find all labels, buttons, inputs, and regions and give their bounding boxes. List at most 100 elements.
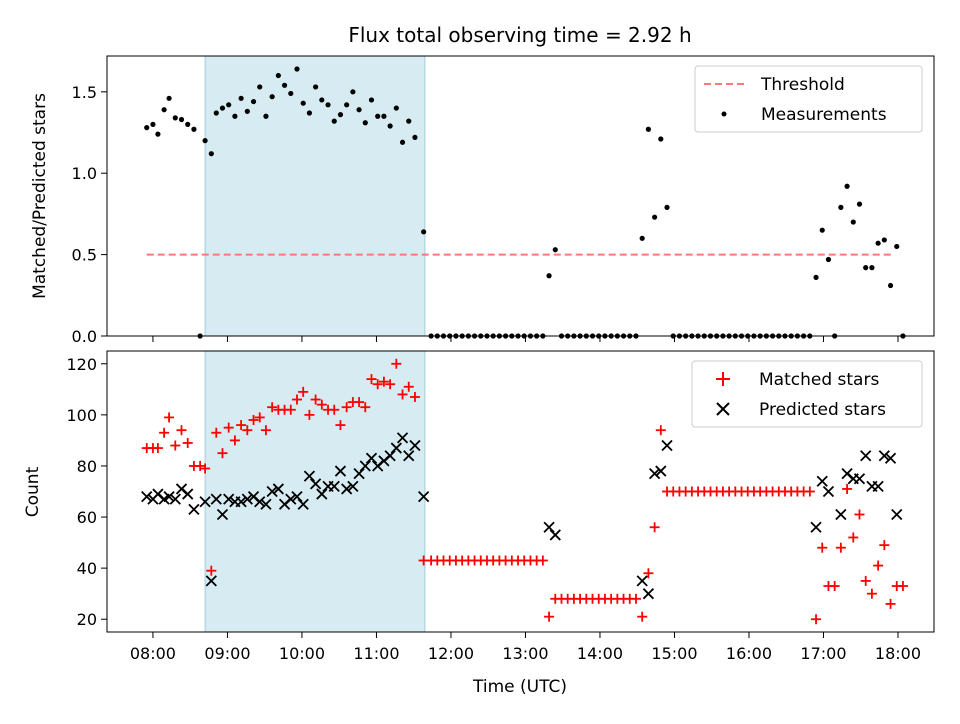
predicted-star-point <box>835 508 847 521</box>
measurement-point <box>232 113 238 119</box>
predicted-star-point <box>291 490 303 503</box>
predicted-star-point <box>272 483 284 495</box>
bottom-x-axis: 08:00 09:00 10:00 11:00 12:00 13:00 14:00 15:00… <box>130 632 921 663</box>
matched-star-point <box>267 402 278 413</box>
matched-star-point <box>366 374 377 385</box>
predicted-star-point <box>216 508 229 521</box>
top-y-axis-label: Matched/Predicted stars <box>30 93 50 299</box>
measurement-point <box>393 105 399 111</box>
measurement-point <box>306 110 313 116</box>
top-panel: 0.0 0.5 1.0 1.5 Matched/Predicted stars Thr… <box>30 55 935 346</box>
measurement-point <box>244 108 250 114</box>
measurement-point <box>368 97 375 103</box>
y-tick-label: 40 <box>77 559 97 578</box>
measurement-point <box>226 102 232 108</box>
measurement-point <box>263 113 269 119</box>
y-tick-label: 1.5 <box>72 83 97 102</box>
predicted-star-point <box>860 450 872 462</box>
measurement-point <box>869 265 875 271</box>
predicted-star-point <box>347 480 359 493</box>
matched-star-point <box>316 399 327 410</box>
measurement-point <box>150 121 156 127</box>
predicted-star-point <box>642 588 655 600</box>
y-tick-label: 60 <box>77 508 97 527</box>
measurement-point <box>178 116 185 123</box>
matched-star-point <box>885 598 896 609</box>
matched-star-point <box>242 425 253 436</box>
predicted-star-point <box>163 490 175 503</box>
matched-star-point <box>304 409 315 420</box>
measurement-point <box>406 118 412 124</box>
matched-star-point <box>329 404 340 415</box>
predicted-star-point <box>648 467 661 480</box>
matched-star-point <box>182 437 193 448</box>
matched-star-point <box>248 414 259 425</box>
x-tick-label: 18:00 <box>875 644 921 663</box>
matched-star-point <box>335 420 346 431</box>
measurement-point <box>421 229 427 235</box>
matched-star-point <box>854 509 865 520</box>
predicted-star-point <box>316 488 328 500</box>
matched-star-point <box>223 422 234 433</box>
matched-star-point <box>637 611 648 622</box>
bottom-panel: 20 40 60 80 100 120 08:00 09:00 10:00 11:00 12:00… <box>23 350 935 697</box>
predicted-star-point <box>403 450 415 462</box>
measurement-point <box>191 126 197 132</box>
measurement-point <box>350 89 356 95</box>
predicted-star-point <box>822 485 835 498</box>
matched-star-point <box>817 542 828 553</box>
predicted-star-point <box>661 439 673 452</box>
predicted-star-point <box>210 493 222 505</box>
matched-star-point <box>391 358 402 369</box>
legend-matched-label: Matched stars <box>759 370 879 390</box>
matched-star-point <box>341 402 352 413</box>
measurement-point <box>294 66 300 72</box>
y-tick-label: 80 <box>77 457 97 476</box>
matched-star-point <box>176 425 187 436</box>
legend-threshold-label: Threshold <box>760 75 845 95</box>
measurement-point <box>362 120 368 126</box>
predicted-star-point <box>182 488 194 500</box>
measurement-point <box>356 107 362 113</box>
bottom-plot-marks <box>141 358 908 625</box>
predicted-star-point <box>223 493 235 505</box>
matched-star-point <box>409 391 420 402</box>
measurement-point <box>281 82 288 88</box>
measurement-point <box>144 125 150 131</box>
measurement-point <box>275 72 281 79</box>
predicted-star-point <box>341 483 353 495</box>
predicted-star-point <box>365 452 378 464</box>
predicted-star-point <box>636 575 648 587</box>
predicted-star-point <box>285 493 297 505</box>
matched-star-point <box>804 486 815 497</box>
chart-title: Flux total observing time = 2.92 h <box>348 23 691 47</box>
x-tick-label: 11:00 <box>353 644 399 663</box>
x-axis-label: Time (UTC) <box>472 677 567 697</box>
x-tick-label: 12:00 <box>428 644 474 663</box>
measurement-point <box>337 112 344 118</box>
measurement-point <box>185 121 191 127</box>
predicted-star-point <box>141 490 153 503</box>
measurement-point <box>219 105 226 111</box>
matched-star-point <box>229 435 240 446</box>
predicted-star-point <box>655 465 667 477</box>
measurement-point <box>863 265 869 271</box>
predicted-star-point <box>390 442 402 454</box>
top-highlight-span <box>204 55 426 337</box>
legend-measurements-swatch <box>721 111 727 117</box>
predicted-star-point <box>334 465 347 477</box>
predicted-star-point <box>891 508 903 521</box>
matched-star-point <box>544 611 555 622</box>
predicted-star-point <box>810 521 822 533</box>
measurement-point <box>166 95 172 101</box>
matched-star-point <box>236 420 247 431</box>
measurement-point <box>658 136 664 142</box>
predicted-star-point <box>254 496 266 508</box>
measurement-point <box>887 282 894 289</box>
predicted-star-point <box>543 521 555 533</box>
measurement-point <box>399 139 406 145</box>
matched-star-point <box>310 394 321 405</box>
measurement-point <box>313 84 319 90</box>
predicted-star-point <box>353 467 365 480</box>
matched-star-point <box>397 389 408 400</box>
